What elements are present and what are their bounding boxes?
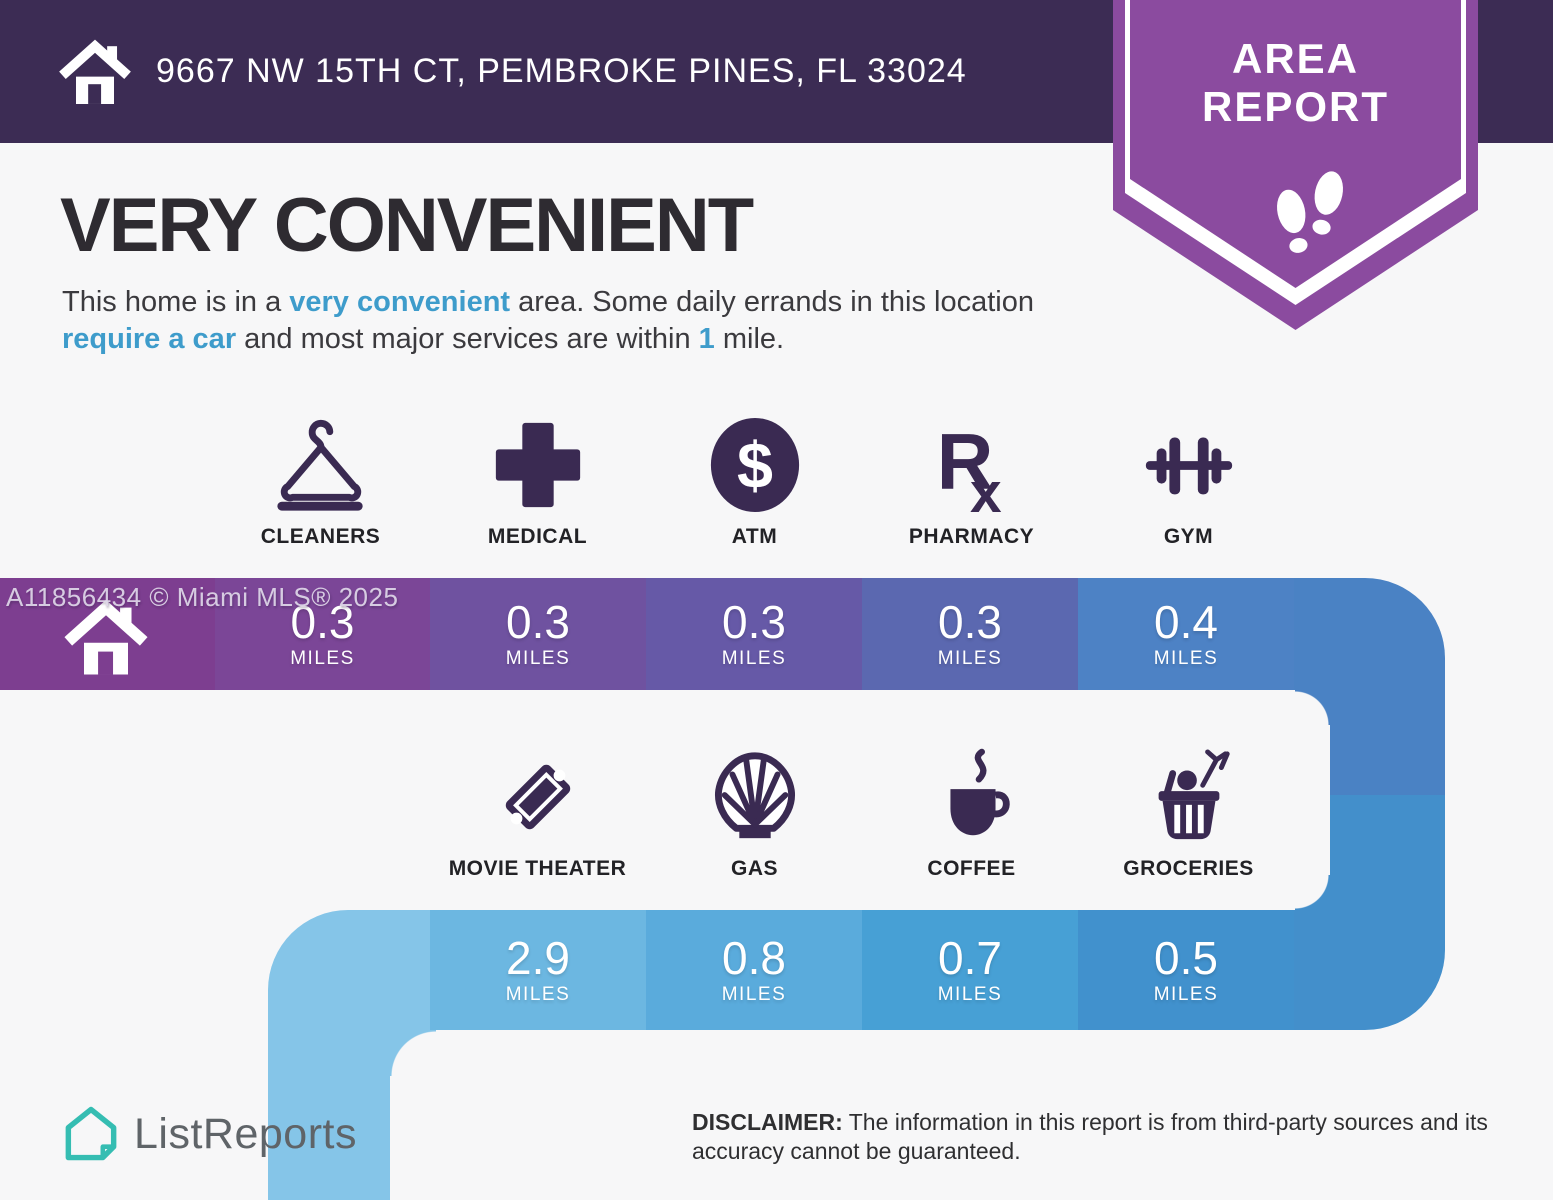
poi-row-2: MOVIE THEATER GAS COFFEE: [429, 748, 1297, 881]
distance-unit: MILES: [937, 648, 1003, 669]
footprints-icon: [1277, 171, 1343, 253]
distance-unit: MILES: [505, 648, 571, 669]
distance-unit: MILES: [505, 984, 571, 1005]
poi-label: CLEANERS: [260, 525, 381, 548]
distance-segment-cleaners: 0.3 MILES: [215, 578, 430, 690]
disclaimer: DISCLAIMER: The information in this repo…: [692, 1108, 1502, 1166]
distance-value: 0.7: [938, 932, 1002, 984]
dumbbell-icon: [1145, 437, 1232, 495]
distance-unit: MILES: [937, 984, 1003, 1005]
distance-segment-coffee: 0.7 MILES: [862, 910, 1078, 1030]
svg-text:R: R: [936, 418, 993, 506]
summary-text-1: This home is in a: [62, 286, 290, 318]
poi-label: GYM: [1163, 525, 1214, 548]
poi-gas: GAS: [646, 748, 863, 881]
listreports-logo: ListReports: [62, 1104, 357, 1164]
distance-segment-pharmacy: 0.3 MILES: [862, 578, 1078, 690]
shell-icon: [714, 752, 795, 839]
poi-cleaners: CLEANERS: [212, 416, 429, 549]
home-icon: [59, 39, 131, 104]
rx-icon: R x: [936, 418, 1002, 514]
distance-unit: MILES: [1153, 984, 1219, 1005]
svg-text:$: $: [737, 429, 773, 502]
poi-medical: MEDICAL: [429, 416, 646, 549]
poi-coffee: COFFEE: [863, 748, 1080, 881]
distance-unit: MILES: [721, 984, 787, 1005]
disclaimer-body: The information in this report is from t…: [692, 1109, 1488, 1164]
mls-watermark: A11856434 © Miami MLS® 2025: [6, 582, 399, 612]
badge-title-line2: REPORT: [1201, 83, 1389, 130]
distance-value: 0.3: [506, 596, 570, 648]
poi-label: PHARMACY: [908, 525, 1035, 548]
distance-unit: MILES: [1153, 648, 1219, 669]
home-marker-segment: [0, 578, 215, 690]
summary-highlight-very-convenient: very convenient: [289, 286, 511, 318]
svg-text:x: x: [970, 462, 1002, 514]
summary-text-4: mile.: [714, 323, 785, 355]
poi-movie-theater: MOVIE THEATER: [429, 748, 646, 881]
distance-segment-groceries: 0.5 MILES: [1078, 910, 1294, 1030]
walkability-headline: VERY CONVENIENT: [60, 183, 754, 268]
medical-cross-icon: [495, 422, 580, 508]
listreports-brand-text: ListReports: [134, 1109, 357, 1158]
hanger-icon: [276, 419, 363, 511]
route-band2-start-curve: [268, 910, 430, 1030]
poi-label: GAS: [730, 857, 778, 880]
poi-label: ATM: [731, 525, 778, 548]
route-connector-right-bottom: [1330, 795, 1445, 910]
distance-value: 0.3: [938, 596, 1002, 648]
home-marker-icon: [64, 599, 148, 675]
distance-value: 0.5: [1154, 932, 1218, 984]
distance-segment-gym: 0.4 MILES: [1078, 578, 1294, 690]
poi-groceries: GROCERIES: [1080, 748, 1297, 881]
ticket-icon: [505, 764, 570, 830]
area-report-badge: AREA REPORT: [1113, 0, 1478, 330]
route-strip-left: [268, 1030, 390, 1200]
coffee-cup-icon: [949, 748, 1010, 836]
grocery-basket-icon: [1158, 749, 1230, 840]
route-fillet-top-right: [1295, 690, 1330, 725]
summary-text-2: area. Some daily errands in this locatio…: [510, 286, 1034, 318]
walkability-summary: This home is in a very convenient area. …: [62, 284, 1097, 358]
poi-label: GROCERIES: [1123, 857, 1254, 880]
distance-value: 0.8: [722, 932, 786, 984]
poi-label: MEDICAL: [487, 525, 588, 548]
distance-value: 2.9: [506, 932, 570, 984]
route-connector-right-top: [1330, 690, 1445, 795]
route-band2-end: [1294, 910, 1445, 1030]
distance-unit: MILES: [721, 648, 787, 669]
summary-text-3: and most major services are within: [236, 323, 699, 355]
route-band1-end: [1294, 578, 1445, 690]
distance-value: 0.3: [722, 596, 786, 648]
badge-title-line1: AREA: [1231, 35, 1359, 82]
summary-highlight-one-mile: 1: [698, 323, 715, 355]
distance-segment-atm: 0.3 MILES: [646, 578, 862, 690]
distance-unit: MILES: [290, 648, 355, 669]
poi-label: MOVIE THEATER: [448, 857, 627, 880]
summary-highlight-require-a-car: require a car: [62, 323, 237, 355]
distance-segment-medical: 0.3 MILES: [430, 578, 646, 690]
poi-row-1: CLEANERS MEDICAL $ ATM R x PHARMACY: [212, 416, 1297, 549]
listreports-logo-icon: [65, 1106, 117, 1161]
poi-label: COFFEE: [927, 857, 1016, 880]
distance-segment-gas: 0.8 MILES: [646, 910, 862, 1030]
address-text: 9667 NW 15TH CT, PEMBROKE PINES, FL 3302…: [156, 52, 967, 90]
route-fillet-bottom-left: [390, 1030, 436, 1076]
poi-atm: $ ATM: [646, 416, 863, 549]
poi-gym: GYM: [1080, 416, 1297, 549]
distance-segment-movie-theater: 2.9 MILES: [430, 910, 646, 1030]
poi-pharmacy: R x PHARMACY: [863, 416, 1080, 549]
distance-value: 0.4: [1154, 596, 1218, 648]
disclaimer-label: DISCLAIMER:: [692, 1109, 843, 1135]
distance-value: 0.3: [290, 596, 355, 648]
route-fillet-bottom-right: [1295, 875, 1330, 910]
dollar-circle-icon: $: [710, 417, 799, 513]
